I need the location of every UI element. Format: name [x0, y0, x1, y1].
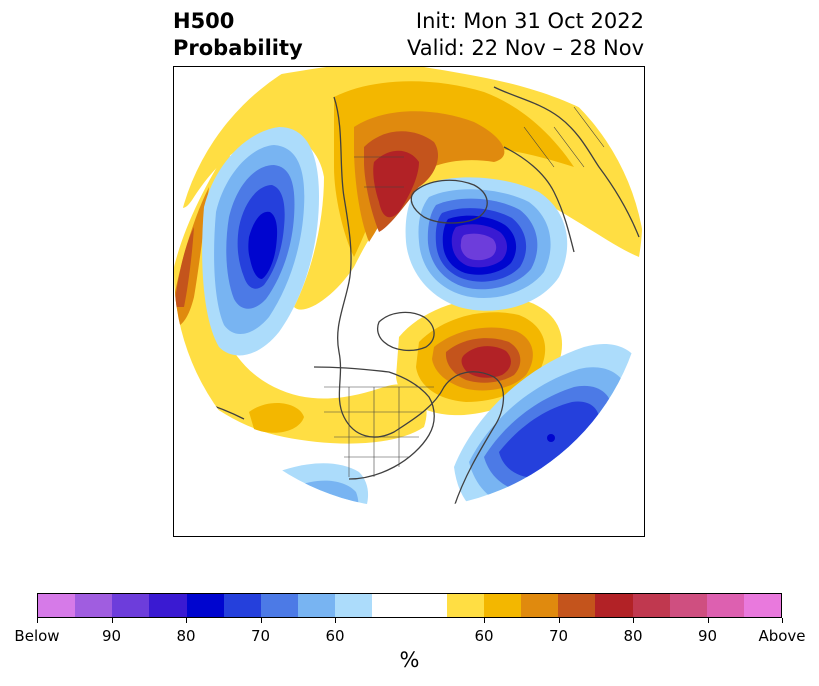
- coastline-layer: [183, 86, 640, 508]
- valid-range: Valid: 22 Nov – 28 Nov: [407, 36, 644, 60]
- colorbar-swatch: [483, 594, 522, 617]
- probability-colorbar: [37, 593, 782, 618]
- colorbar-swatch: [149, 594, 187, 617]
- colorbar-swatch: [223, 594, 261, 617]
- colorbar-swatch: [669, 594, 707, 617]
- colorbar-swatch: [186, 594, 224, 617]
- colorbar-tick-label: 90: [697, 627, 718, 645]
- colorbar-swatch: [521, 594, 559, 617]
- colorbar-tick-label: 60: [474, 627, 494, 645]
- colorbar-tick-mark: [260, 618, 262, 623]
- colorbar-tick-label: 80: [623, 627, 643, 645]
- colorbar-swatch: [112, 594, 150, 617]
- colorbar-swatch: [706, 594, 744, 617]
- map-canvas: [174, 67, 644, 508]
- colorbar-tick-mark: [484, 618, 485, 623]
- colorbar-tick-mark: [111, 618, 113, 623]
- date-info: Init: Mon 31 Oct 2022 Valid: 22 Nov – 28…: [407, 8, 644, 62]
- colorbar-swatch: [446, 594, 484, 617]
- colorbar-ticks: Below 90 80 70 60 60 70 80 90 Above: [14, 618, 806, 658]
- colorbar-swatch: [75, 594, 113, 617]
- colorbar-unit-label: %: [399, 648, 420, 672]
- chart-title: H500 Probability: [173, 8, 303, 62]
- colorbar-swatch: [632, 594, 670, 617]
- political-borders: [324, 106, 605, 477]
- colorbar-tick-label: 90: [101, 627, 122, 645]
- colorbar-swatch: [335, 594, 373, 617]
- colorbar-swatch: [558, 594, 596, 617]
- colorbar-tick-label: 60: [325, 627, 345, 645]
- title-line-variable: H500: [173, 9, 235, 33]
- colorbar-tick-mark: [186, 618, 187, 623]
- colorbar-tick-label: 80: [176, 627, 196, 645]
- polar-map: [173, 66, 645, 537]
- colorbar-tick-mark: [335, 618, 336, 623]
- colorbar-swatch: [38, 594, 76, 617]
- title-line-metric: Probability: [173, 36, 303, 60]
- colorbar-tick-label: Below: [14, 627, 60, 645]
- colorbar-tick-mark: [37, 618, 38, 623]
- colorbar-tick-mark: [558, 618, 560, 623]
- below-normal-shading: [202, 127, 644, 508]
- colorbar-swatch: [595, 594, 633, 617]
- colorbar-swatch: [260, 594, 299, 617]
- colorbar-tick-mark: [782, 618, 783, 623]
- colorbar-swatch: [298, 594, 336, 617]
- above-normal-shading: [174, 67, 643, 444]
- colorbar-tick-mark: [633, 618, 634, 623]
- init-date: Init: Mon 31 Oct 2022: [415, 9, 644, 33]
- colorbar-swatch: [409, 594, 447, 617]
- colorbar-tick-mark: [707, 618, 709, 623]
- colorbar-tick-label: 70: [548, 627, 569, 645]
- colorbar-tick-label: 70: [250, 627, 271, 645]
- colorbar-swatch: [743, 594, 782, 617]
- colorbar-swatch: [372, 594, 410, 617]
- colorbar-tick-label: Above: [758, 627, 806, 645]
